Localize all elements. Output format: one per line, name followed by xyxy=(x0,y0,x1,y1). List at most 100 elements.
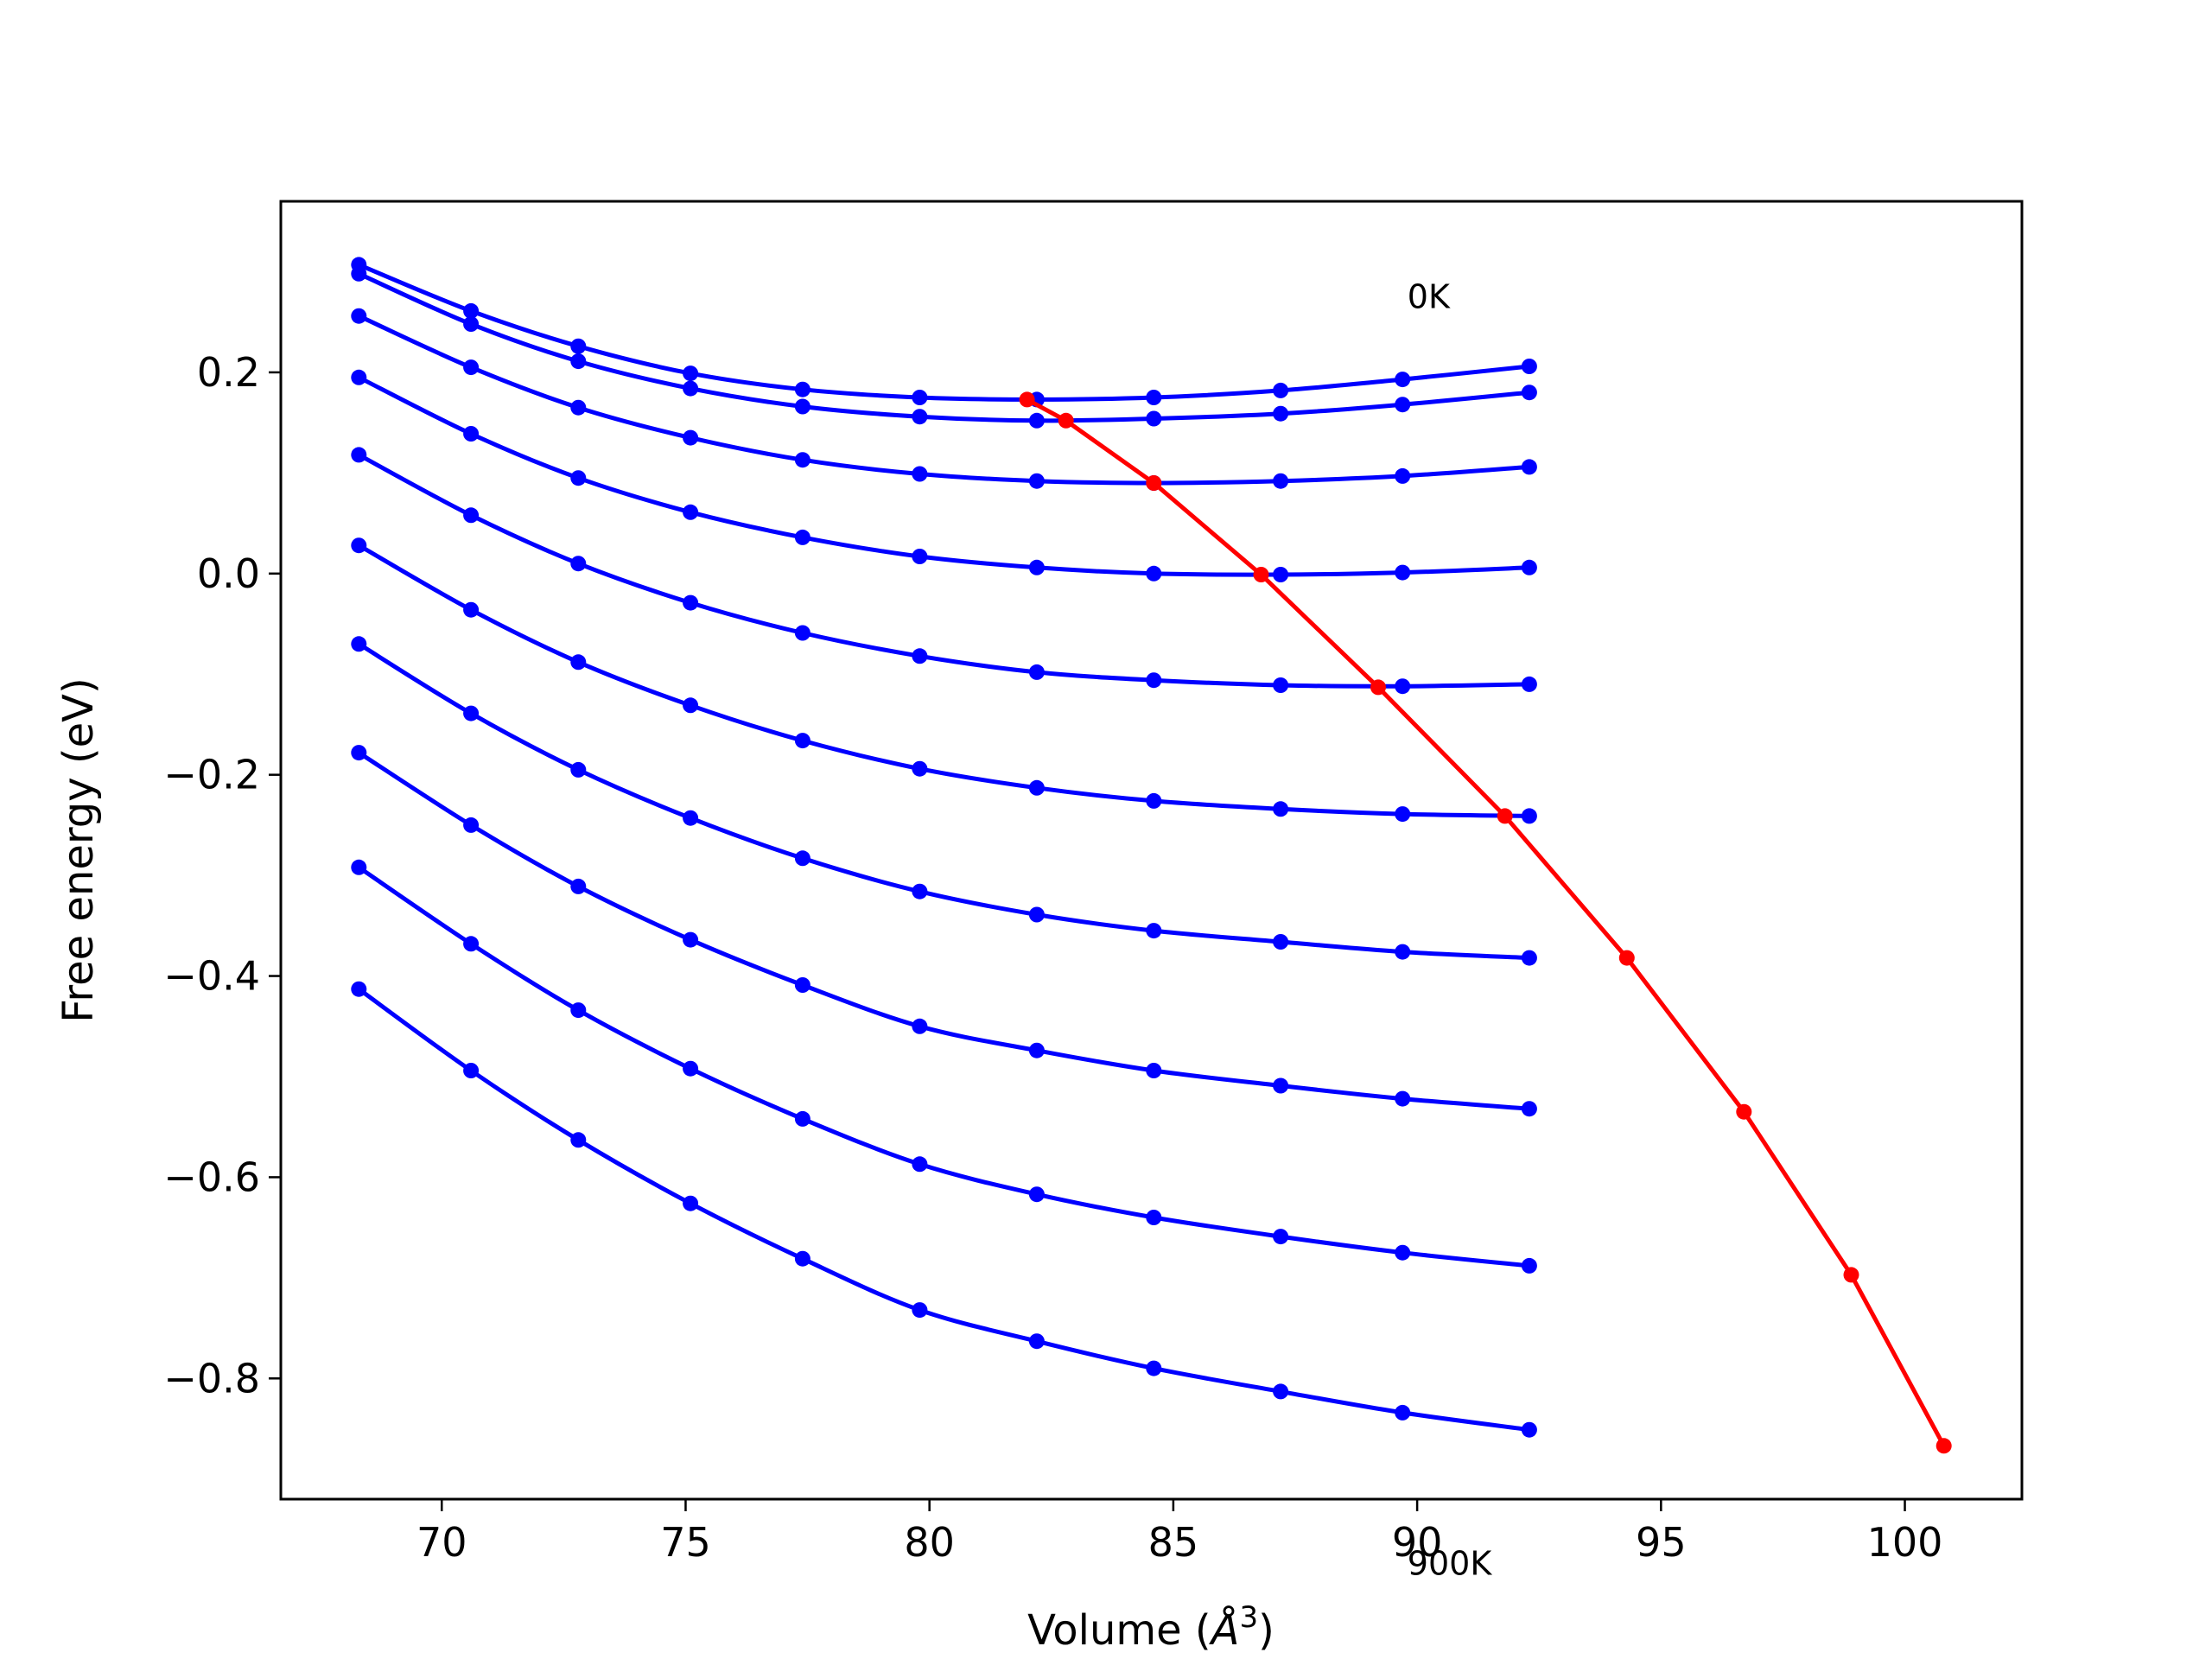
series-3-point-4 xyxy=(794,529,810,545)
series-4-point-9 xyxy=(1395,678,1411,695)
series-8-point-10 xyxy=(1521,1257,1537,1274)
series-8 xyxy=(351,859,1537,1274)
series-5-point-3 xyxy=(683,697,699,714)
x-tick-label-5: 95 xyxy=(1636,1519,1687,1566)
series-5-point-7 xyxy=(1146,792,1162,809)
series-4-point-2 xyxy=(570,556,587,572)
minima-point-1 xyxy=(1058,412,1074,429)
minima-point-4 xyxy=(1370,679,1386,696)
series-9-point-8 xyxy=(1273,1383,1289,1400)
series-8-point-1 xyxy=(463,936,480,952)
series-3-point-8 xyxy=(1273,567,1289,582)
series-9-point-9 xyxy=(1395,1404,1411,1421)
minima-point-0 xyxy=(1019,391,1035,408)
series-8-point-4 xyxy=(794,1110,810,1127)
series-8-point-0 xyxy=(351,859,367,875)
series-4-point-8 xyxy=(1273,677,1289,693)
series-3-point-0 xyxy=(351,369,367,385)
series-4-point-0 xyxy=(351,447,367,463)
series-7-point-2 xyxy=(570,878,587,894)
series-9-point-2 xyxy=(570,1132,587,1148)
series-2-point-8 xyxy=(1273,473,1289,489)
series-8-point-9 xyxy=(1395,1244,1411,1261)
series-4-point-7 xyxy=(1146,672,1162,689)
x-tick-label-4: 90 xyxy=(1392,1519,1443,1566)
series-0-line xyxy=(358,263,1530,402)
series-6-point-1 xyxy=(463,705,480,721)
series-9-point-1 xyxy=(463,1063,480,1078)
minima-point-9 xyxy=(1936,1438,1952,1454)
series-4-line xyxy=(358,453,1529,689)
series-6-line xyxy=(357,642,1530,961)
x-tick-label-3: 85 xyxy=(1148,1519,1199,1566)
series-1-point-3 xyxy=(683,380,699,397)
minima-point-8 xyxy=(1843,1267,1859,1283)
annotation-900k: 900K xyxy=(1408,1544,1493,1582)
minima-point-2 xyxy=(1146,475,1162,491)
series-6-point-6 xyxy=(1028,906,1045,923)
series-2-point-3 xyxy=(683,429,699,446)
series-9 xyxy=(351,981,1537,1438)
series-5-point-9 xyxy=(1395,806,1411,823)
series-5-point-6 xyxy=(1028,779,1045,796)
series-1 xyxy=(351,265,1537,429)
y-tick-label-3: −0.2 xyxy=(163,752,260,798)
series-9-point-4 xyxy=(794,1250,810,1267)
series-8-point-5 xyxy=(912,1156,928,1173)
series-1-point-1 xyxy=(463,316,480,332)
series-2-point-0 xyxy=(351,308,367,324)
series-5-point-1 xyxy=(463,601,480,618)
series-6-point-9 xyxy=(1395,944,1411,960)
series-0-point-7 xyxy=(1146,390,1162,405)
minima-point-7 xyxy=(1736,1103,1752,1120)
y-tick-label-4: 0.0 xyxy=(197,550,260,597)
series-7-point-5 xyxy=(912,1018,928,1034)
series-7-point-8 xyxy=(1273,1077,1289,1094)
series-2-point-6 xyxy=(1028,473,1045,489)
series-5-point-5 xyxy=(912,760,928,777)
series-8-point-3 xyxy=(683,1060,699,1077)
series-0-point-8 xyxy=(1273,382,1289,398)
series-4 xyxy=(351,447,1537,695)
series-8-point-8 xyxy=(1273,1229,1289,1245)
x-tick-label-2: 80 xyxy=(904,1519,955,1566)
y-tick-label-2: −0.4 xyxy=(163,953,260,1000)
series-2-point-4 xyxy=(794,452,810,468)
series-6-point-2 xyxy=(570,761,587,778)
series-5-point-10 xyxy=(1521,808,1537,824)
series-3 xyxy=(351,369,1537,582)
series-0-point-5 xyxy=(912,390,928,405)
series-2-point-9 xyxy=(1395,467,1411,484)
plot-frame xyxy=(279,200,2024,1501)
series-3-point-2 xyxy=(570,470,587,486)
series-5-point-4 xyxy=(794,733,810,749)
series-1-point-8 xyxy=(1273,405,1289,422)
series-1-point-5 xyxy=(912,409,928,425)
series-3-point-3 xyxy=(683,504,699,520)
series-0-point-4 xyxy=(794,381,810,397)
minima-series xyxy=(1019,391,1952,1454)
series-7-point-4 xyxy=(794,977,810,993)
annotation-0k: 0K xyxy=(1408,277,1451,315)
series-1-point-0 xyxy=(351,265,367,282)
series-6-point-10 xyxy=(1521,950,1537,966)
series-1-point-6 xyxy=(1028,412,1045,429)
series-6-point-5 xyxy=(912,883,928,899)
series-7-line xyxy=(357,750,1530,1111)
series-7-point-7 xyxy=(1146,1063,1162,1078)
x-tick-label-0: 70 xyxy=(416,1519,467,1566)
series-9-point-5 xyxy=(912,1302,928,1319)
series-9-point-0 xyxy=(351,981,367,997)
series-1-point-10 xyxy=(1521,385,1537,401)
minima-point-6 xyxy=(1618,950,1635,966)
series-9-line xyxy=(357,987,1530,1433)
series-1-point-9 xyxy=(1395,397,1411,413)
series-7-point-10 xyxy=(1521,1101,1537,1117)
series-3-point-9 xyxy=(1395,564,1411,581)
series-3-point-5 xyxy=(912,549,928,564)
series-0 xyxy=(351,257,1537,408)
y-axis-label: Free energy (eV) xyxy=(54,677,103,1022)
series-0-point-1 xyxy=(463,302,480,319)
series-0-point-10 xyxy=(1521,359,1537,374)
